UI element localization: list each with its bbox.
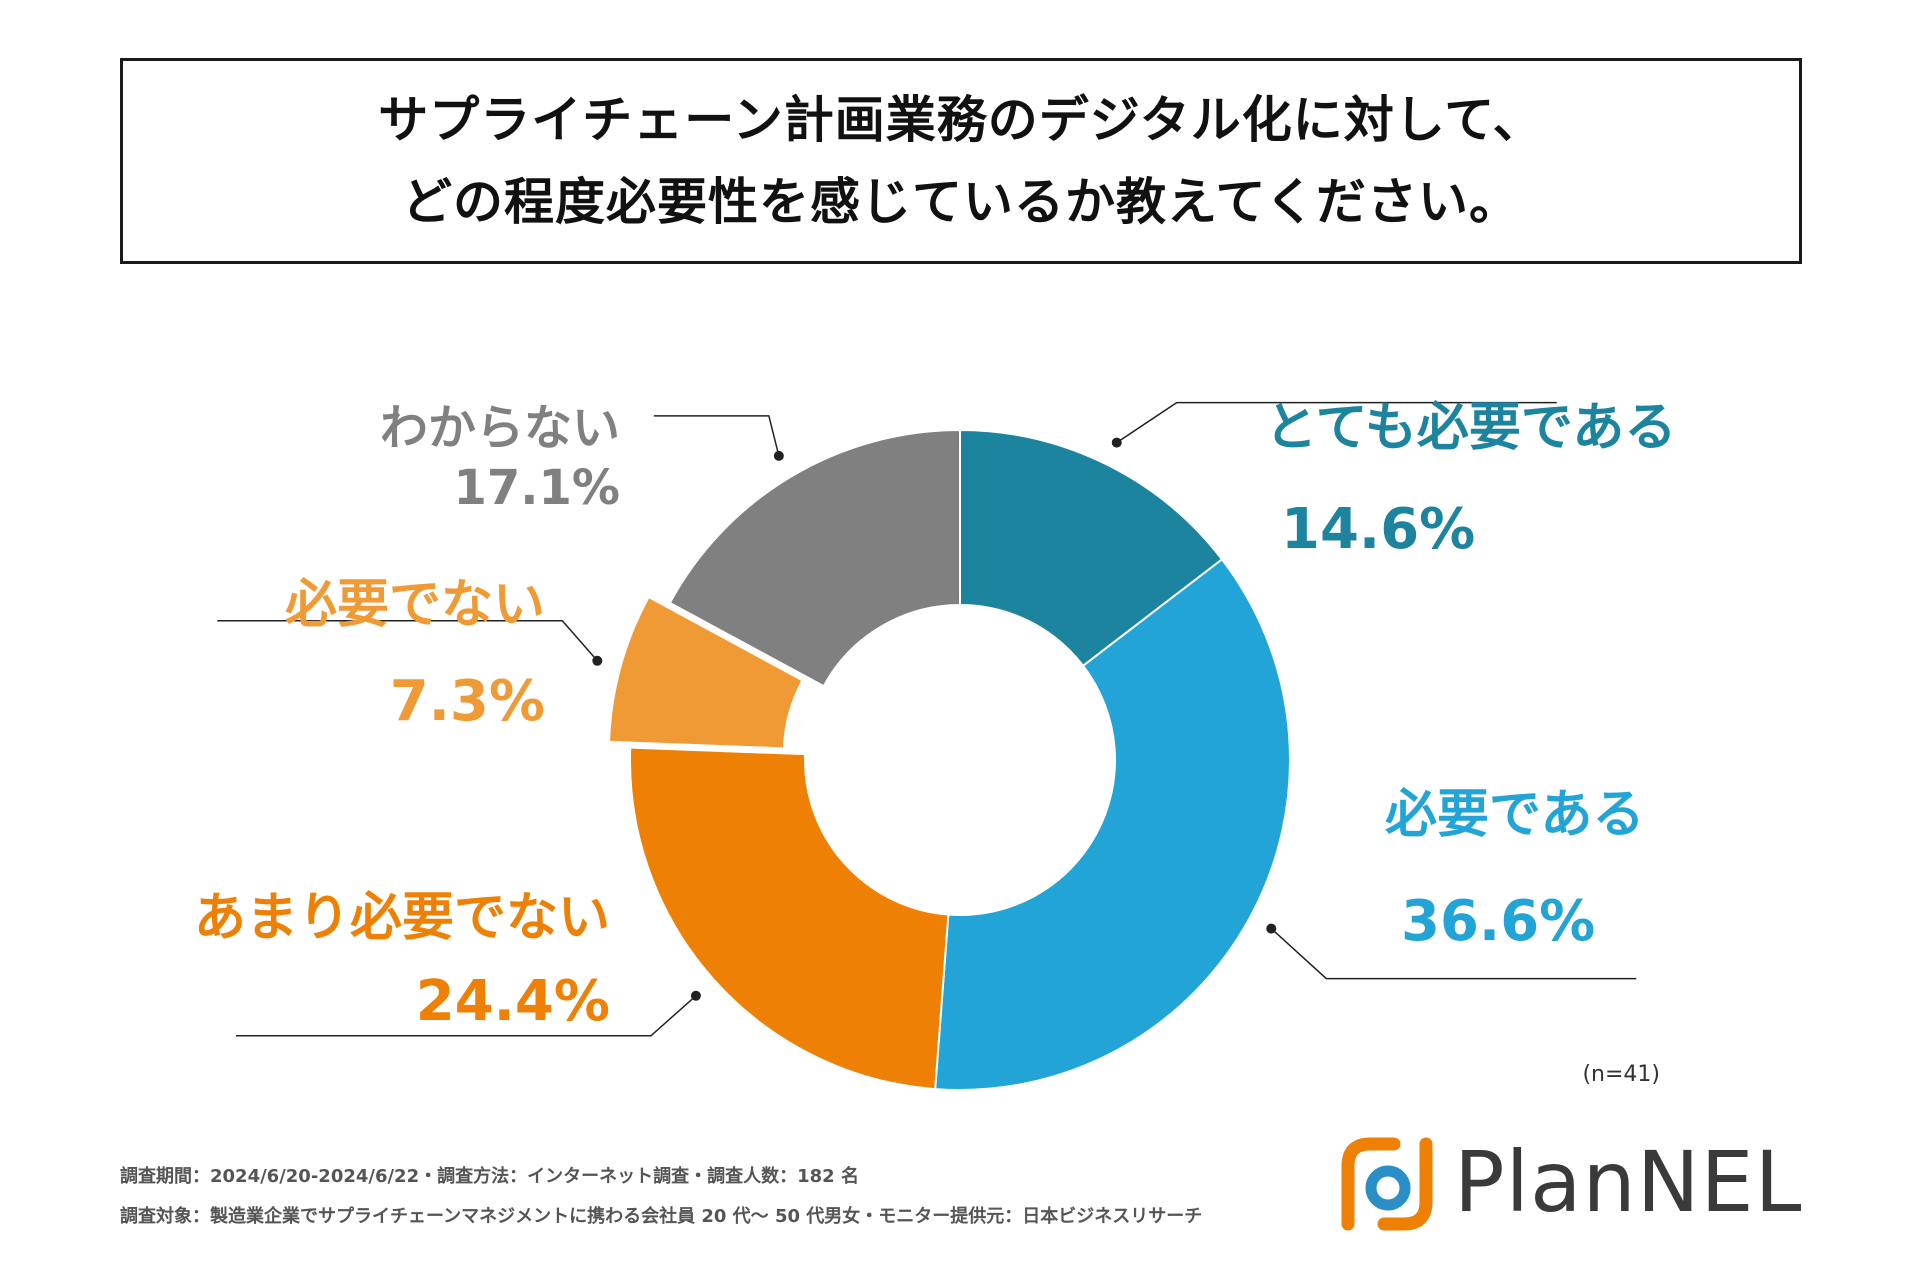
title-box: サプライチェーン計画業務のデジタル化に対して、 どの程度必要性を感じているか教え… [120, 58, 1802, 264]
donut-slice-4 [607, 595, 804, 750]
category-label-1: とても必要である [1265, 398, 1676, 458]
value-label-3: 24.4% [416, 969, 610, 1034]
donut-slice-3 [629, 746, 950, 1091]
plannel-logo-mark-icon [1341, 1137, 1433, 1231]
title-line-2: どの程度必要性を感じているか教えてください。 [402, 173, 1520, 231]
callout-leader-line-5 [653, 415, 780, 457]
donut-slice-1 [959, 428, 1224, 668]
value-label-4: 7.3% [390, 669, 545, 734]
callout-leader-line-1 [1116, 401, 1557, 444]
survey-info-line-1: 調査期間：2024/6/20-2024/6/22・調査方法：インターネット調査・… [120, 1166, 859, 1187]
plannel-logo: PlanNEL [1336, 1132, 1816, 1232]
donut-slice-5 [668, 428, 961, 688]
category-label-4: 必要でない [285, 575, 545, 635]
value-label-1: 14.6% [1281, 497, 1475, 562]
title-line-1: サプライチェーン計画業務のデジタル化に対して、 [378, 91, 1544, 149]
callout-leader-line-2 [1270, 928, 1637, 980]
survey-info-line-2: 調査対象：製造業企業でサプライチェーンマネジメントに携わる会社員 20 代〜 5… [120, 1206, 1203, 1227]
callout-leader-line-3 [235, 995, 697, 1037]
value-label-2: 36.6% [1401, 889, 1595, 954]
donut-slice-2 [934, 557, 1291, 1091]
category-label-3: あまり必要でない [194, 888, 610, 948]
category-label-2: 必要である [1385, 785, 1644, 845]
callout-leader-line-4 [217, 620, 598, 662]
category-label-5: わからない [380, 400, 620, 456]
value-label-5: 17.1% [453, 460, 620, 516]
plannel-logo-text: PlanNEL [1454, 1133, 1803, 1231]
sample-size-note: (n=41) [1582, 1062, 1660, 1087]
